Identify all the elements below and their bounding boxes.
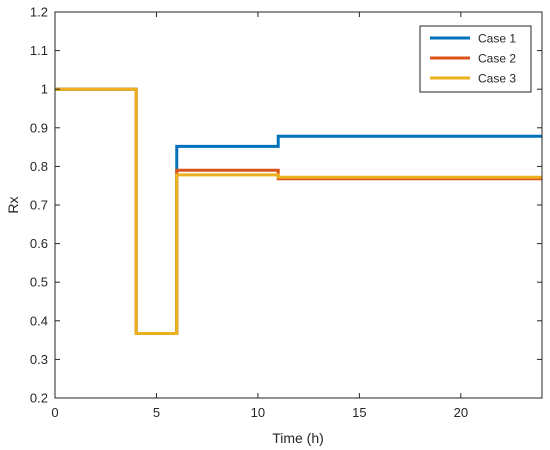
y-tick-label: 1.1 bbox=[30, 43, 48, 58]
x-axis-ticks: 0 5 10 15 20 bbox=[51, 12, 468, 420]
y-tick-label: 0.3 bbox=[30, 352, 48, 367]
legend-label-2: Case 2 bbox=[478, 52, 516, 66]
y-tick-label: 0.7 bbox=[30, 198, 48, 213]
x-tick-label: 10 bbox=[251, 405, 265, 420]
legend: Case 1 Case 2 Case 3 bbox=[419, 25, 532, 93]
legend-label-3: Case 3 bbox=[478, 72, 516, 86]
x-tick-label: 5 bbox=[153, 405, 160, 420]
x-tick-label: 0 bbox=[51, 405, 58, 420]
y-tick-label: 0.4 bbox=[30, 313, 48, 328]
y-tick-label: 0.9 bbox=[30, 120, 48, 135]
legend-label-1: Case 1 bbox=[478, 32, 516, 46]
y-tick-label: 1 bbox=[41, 82, 48, 97]
series-line-3 bbox=[55, 87, 542, 336]
x-tick-label: 15 bbox=[352, 405, 366, 420]
y-tick-label: 0.6 bbox=[30, 236, 48, 251]
x-axis-label: Time (h) bbox=[272, 430, 324, 446]
series-layer bbox=[55, 87, 542, 336]
y-axis-label: Rx bbox=[5, 196, 21, 213]
y-axis-ticks: 0.2 0.3 0.4 0.5 0.6 0.7 0.8 0.9 1 1.1 1.2 bbox=[30, 5, 542, 406]
x-tick-label: 20 bbox=[454, 405, 468, 420]
y-tick-label: 0.5 bbox=[30, 275, 48, 290]
y-tick-label: 0.8 bbox=[30, 159, 48, 174]
y-tick-label: 0.2 bbox=[30, 391, 48, 406]
y-tick-label: 1.2 bbox=[30, 5, 48, 20]
